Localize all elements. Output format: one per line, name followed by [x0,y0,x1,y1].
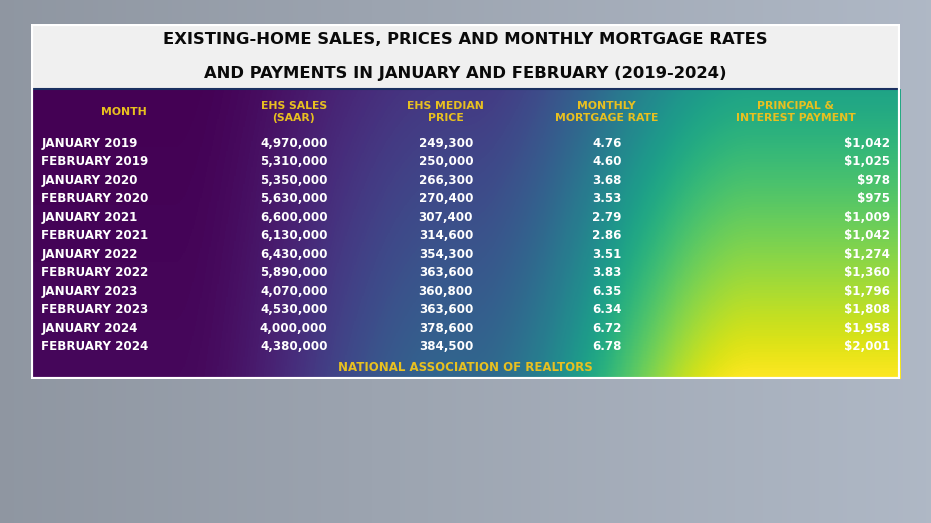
Text: JANUARY 2023: JANUARY 2023 [41,285,138,298]
Text: NATIONAL ASSOCIATION OF REALTORS: NATIONAL ASSOCIATION OF REALTORS [338,361,593,374]
Text: EHS SALES
(SAAR): EHS SALES (SAAR) [261,100,327,122]
Text: JANUARY 2022: JANUARY 2022 [41,248,138,260]
Text: $1,042: $1,042 [843,229,890,242]
FancyBboxPatch shape [31,24,900,379]
Text: JANUARY 2020: JANUARY 2020 [41,174,138,187]
Text: 360,800: 360,800 [419,285,473,298]
Text: $975: $975 [857,192,890,205]
Text: MONTHLY
MORTGAGE RATE: MONTHLY MORTGAGE RATE [555,100,658,122]
Text: 5,630,000: 5,630,000 [260,192,328,205]
Text: FEBRUARY 2020: FEBRUARY 2020 [41,192,149,205]
Text: 6.35: 6.35 [592,285,622,298]
Text: FEBRUARY 2023: FEBRUARY 2023 [41,303,148,316]
FancyBboxPatch shape [31,24,900,89]
Text: 4,070,000: 4,070,000 [260,285,328,298]
Text: 384,500: 384,500 [419,340,473,354]
Text: 6,600,000: 6,600,000 [260,211,328,224]
Text: 4.76: 4.76 [592,137,622,150]
Text: 270,400: 270,400 [419,192,473,205]
Text: 4.60: 4.60 [592,155,622,168]
Text: 249,300: 249,300 [419,137,473,150]
Text: $1,796: $1,796 [844,285,890,298]
Text: MONTH: MONTH [101,107,147,117]
Text: 4,530,000: 4,530,000 [260,303,328,316]
Text: 3.51: 3.51 [592,248,622,260]
Text: 5,310,000: 5,310,000 [260,155,328,168]
Text: 5,350,000: 5,350,000 [260,174,328,187]
Text: 314,600: 314,600 [419,229,473,242]
Text: $1,958: $1,958 [844,322,890,335]
Text: EHS MEDIAN
PRICE: EHS MEDIAN PRICE [408,100,484,122]
Text: $2,001: $2,001 [843,340,890,354]
Text: 250,000: 250,000 [419,155,473,168]
Text: 6,130,000: 6,130,000 [260,229,328,242]
Text: PRINCIPAL &
INTEREST PAYMENT: PRINCIPAL & INTEREST PAYMENT [736,100,856,122]
Text: $1,025: $1,025 [843,155,890,168]
Text: 6.34: 6.34 [592,303,622,316]
Text: 4,000,000: 4,000,000 [260,322,328,335]
Text: 363,600: 363,600 [419,303,473,316]
Text: 2.86: 2.86 [592,229,622,242]
Text: 5,890,000: 5,890,000 [260,266,328,279]
Text: $1,274: $1,274 [844,248,890,260]
Text: 354,300: 354,300 [419,248,473,260]
Text: 6.78: 6.78 [592,340,622,354]
Text: 266,300: 266,300 [419,174,473,187]
Text: 3.53: 3.53 [592,192,622,205]
Text: $1,042: $1,042 [843,137,890,150]
Text: 378,600: 378,600 [419,322,473,335]
Text: JANUARY 2024: JANUARY 2024 [41,322,138,335]
Text: $978: $978 [857,174,890,187]
Text: FEBRUARY 2021: FEBRUARY 2021 [41,229,148,242]
Text: $1,360: $1,360 [843,266,890,279]
Text: 4,380,000: 4,380,000 [260,340,328,354]
Text: 363,600: 363,600 [419,266,473,279]
Text: 4,970,000: 4,970,000 [260,137,328,150]
Text: 6,430,000: 6,430,000 [260,248,328,260]
Text: $1,808: $1,808 [843,303,890,316]
Text: 3.83: 3.83 [592,266,622,279]
Text: JANUARY 2019: JANUARY 2019 [41,137,138,150]
Text: 307,400: 307,400 [419,211,473,224]
Text: 3.68: 3.68 [592,174,622,187]
Text: FEBRUARY 2022: FEBRUARY 2022 [41,266,148,279]
Text: FEBRUARY 2019: FEBRUARY 2019 [41,155,148,168]
Text: $1,009: $1,009 [843,211,890,224]
Text: 6.72: 6.72 [592,322,622,335]
Text: 2.79: 2.79 [592,211,622,224]
Text: EXISTING-HOME SALES, PRICES AND MONTHLY MORTGAGE RATES: EXISTING-HOME SALES, PRICES AND MONTHLY … [163,32,768,47]
Text: JANUARY 2021: JANUARY 2021 [41,211,138,224]
Text: FEBRUARY 2024: FEBRUARY 2024 [41,340,148,354]
Text: AND PAYMENTS IN JANUARY AND FEBRUARY (2019-2024): AND PAYMENTS IN JANUARY AND FEBRUARY (20… [204,66,727,81]
